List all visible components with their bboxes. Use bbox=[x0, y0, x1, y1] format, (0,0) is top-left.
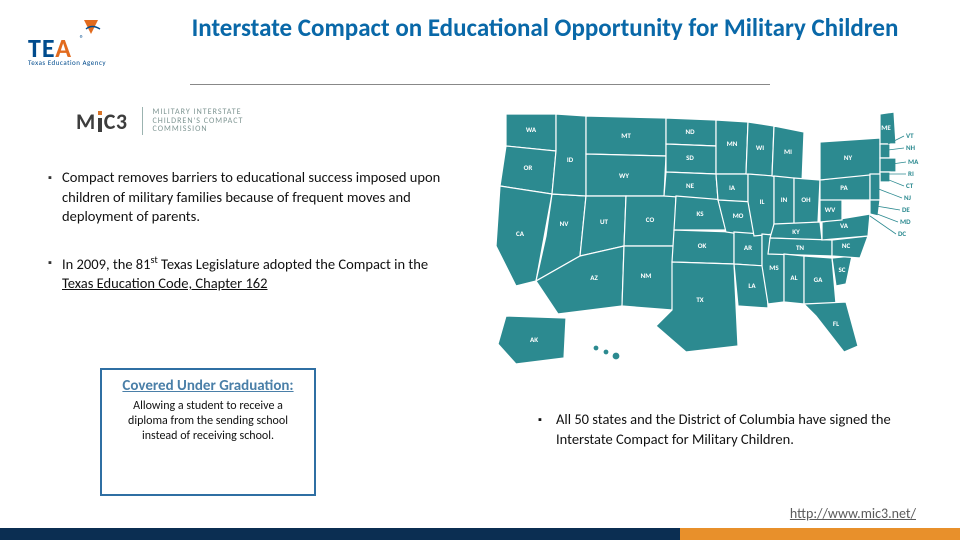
svg-text:UT: UT bbox=[600, 217, 609, 226]
svg-text:DE: DE bbox=[902, 205, 910, 214]
svg-text:WY: WY bbox=[619, 171, 629, 180]
svg-text:CT: CT bbox=[906, 181, 914, 190]
callout-heading: Covered Under Graduation: bbox=[112, 378, 304, 395]
svg-text:AL: AL bbox=[790, 273, 797, 282]
svg-text:GA: GA bbox=[814, 275, 823, 284]
header: TEA ® Texas Education Agency Interstate … bbox=[20, 6, 940, 86]
title-underline bbox=[190, 84, 770, 85]
svg-text:OR: OR bbox=[524, 163, 533, 172]
mic3-website-link[interactable]: http://www.mic3.net/ bbox=[790, 505, 916, 522]
bullet-marker-icon: ▪ bbox=[538, 410, 556, 449]
footer-bar bbox=[0, 528, 960, 540]
svg-text:MO: MO bbox=[733, 211, 744, 220]
graduation-callout: Covered Under Graduation: Allowing a stu… bbox=[100, 368, 316, 496]
svg-text:MN: MN bbox=[727, 139, 738, 148]
page-title: Interstate Compact on Educational Opport… bbox=[190, 14, 900, 43]
svg-text:TX: TX bbox=[696, 295, 703, 304]
footer-bar-navy bbox=[0, 528, 680, 540]
svg-text:MT: MT bbox=[621, 131, 631, 140]
svg-text:KY: KY bbox=[792, 227, 800, 236]
svg-text:WV: WV bbox=[825, 205, 836, 214]
right-bullet-list: ▪ All 50 states and the District of Colu… bbox=[538, 410, 908, 449]
svg-text:MD: MD bbox=[900, 217, 911, 226]
svg-text:NM: NM bbox=[641, 271, 652, 280]
tea-logo: TEA ® Texas Education Agency bbox=[26, 18, 126, 66]
svg-text:WI: WI bbox=[756, 143, 764, 152]
svg-text:RI: RI bbox=[908, 169, 914, 178]
svg-text:AR: AR bbox=[744, 243, 752, 252]
svg-text:HI: HI bbox=[603, 361, 609, 370]
svg-text:DC: DC bbox=[898, 229, 906, 238]
svg-text:FL: FL bbox=[833, 319, 839, 328]
slide: TEA ® Texas Education Agency Interstate … bbox=[0, 0, 960, 540]
bullet-marker-icon: ▪ bbox=[48, 168, 62, 227]
svg-text:NJ: NJ bbox=[904, 193, 911, 202]
svg-text:CO: CO bbox=[646, 215, 655, 224]
svg-text:MI: MI bbox=[784, 147, 792, 156]
svg-text:IN: IN bbox=[781, 195, 788, 204]
svg-text:OH: OH bbox=[801, 195, 811, 204]
svg-text:AZ: AZ bbox=[590, 273, 598, 282]
svg-text:VT: VT bbox=[906, 131, 914, 140]
tec-link[interactable]: Texas Education Code, Chapter 162 bbox=[62, 274, 268, 292]
bullet-text: Compact removes barriers to educational … bbox=[62, 168, 448, 227]
svg-text:WA: WA bbox=[526, 125, 537, 134]
mic3-i-icon bbox=[96, 110, 104, 132]
callout-body: Allowing a student to receive a diploma … bbox=[112, 399, 304, 444]
mic3-full-text: MILITARY INTERSTATE CHILDREN'S COMPACT C… bbox=[153, 108, 244, 134]
mic3-m: M bbox=[76, 108, 96, 135]
svg-text:VA: VA bbox=[840, 221, 849, 230]
bullet-item: ▪ Compact removes barriers to educationa… bbox=[48, 168, 448, 227]
us-map-svg: WA OR CA NV ID MT WY UT AZ CO NM ND SD N… bbox=[486, 96, 936, 376]
logo-subtext: Texas Education Agency bbox=[28, 58, 106, 67]
svg-text:MS: MS bbox=[769, 263, 779, 272]
svg-text:SC: SC bbox=[838, 265, 845, 274]
svg-text:PA: PA bbox=[840, 183, 848, 192]
bullet-text: In 2009, the 81st Texas Legislature adop… bbox=[62, 253, 448, 294]
mic3-c3: C3 bbox=[104, 108, 128, 135]
logo-reg: ® bbox=[80, 34, 84, 44]
svg-text:KS: KS bbox=[696, 209, 704, 218]
mic3-separator bbox=[142, 107, 143, 135]
svg-text:NV: NV bbox=[560, 219, 570, 228]
bullet-text: All 50 states and the District of Columb… bbox=[556, 410, 908, 449]
svg-text:LA: LA bbox=[748, 281, 756, 290]
svg-text:ID: ID bbox=[567, 155, 574, 164]
svg-text:IA: IA bbox=[729, 183, 736, 192]
left-bullet-list: ▪ Compact removes barriers to educationa… bbox=[48, 168, 448, 320]
svg-text:CA: CA bbox=[516, 229, 525, 238]
svg-text:IL: IL bbox=[760, 197, 765, 206]
svg-text:AK: AK bbox=[530, 335, 538, 344]
mic3-logo: M C3 MILITARY INTERSTATE CHILDREN'S COMP… bbox=[76, 102, 336, 140]
mic3-line-3: COMMISSION bbox=[153, 125, 244, 134]
svg-text:TN: TN bbox=[796, 243, 804, 252]
bullet-marker-icon: ▪ bbox=[48, 253, 62, 294]
svg-text:NY: NY bbox=[844, 153, 853, 162]
svg-text:OK: OK bbox=[698, 241, 707, 250]
svg-text:ME: ME bbox=[881, 123, 891, 132]
us-map: WA OR CA NV ID MT WY UT AZ CO NM ND SD N… bbox=[486, 96, 936, 376]
bullet-item: ▪ All 50 states and the District of Colu… bbox=[538, 410, 908, 449]
svg-text:NE: NE bbox=[686, 181, 695, 190]
svg-text:MA: MA bbox=[908, 157, 919, 166]
svg-text:NC: NC bbox=[842, 241, 851, 250]
svg-text:ND: ND bbox=[685, 127, 695, 136]
svg-text:SD: SD bbox=[686, 153, 694, 162]
footer-bar-orange bbox=[680, 528, 960, 540]
bullet-item: ▪ In 2009, the 81st Texas Legislature ad… bbox=[48, 253, 448, 294]
svg-text:NH: NH bbox=[906, 143, 916, 152]
